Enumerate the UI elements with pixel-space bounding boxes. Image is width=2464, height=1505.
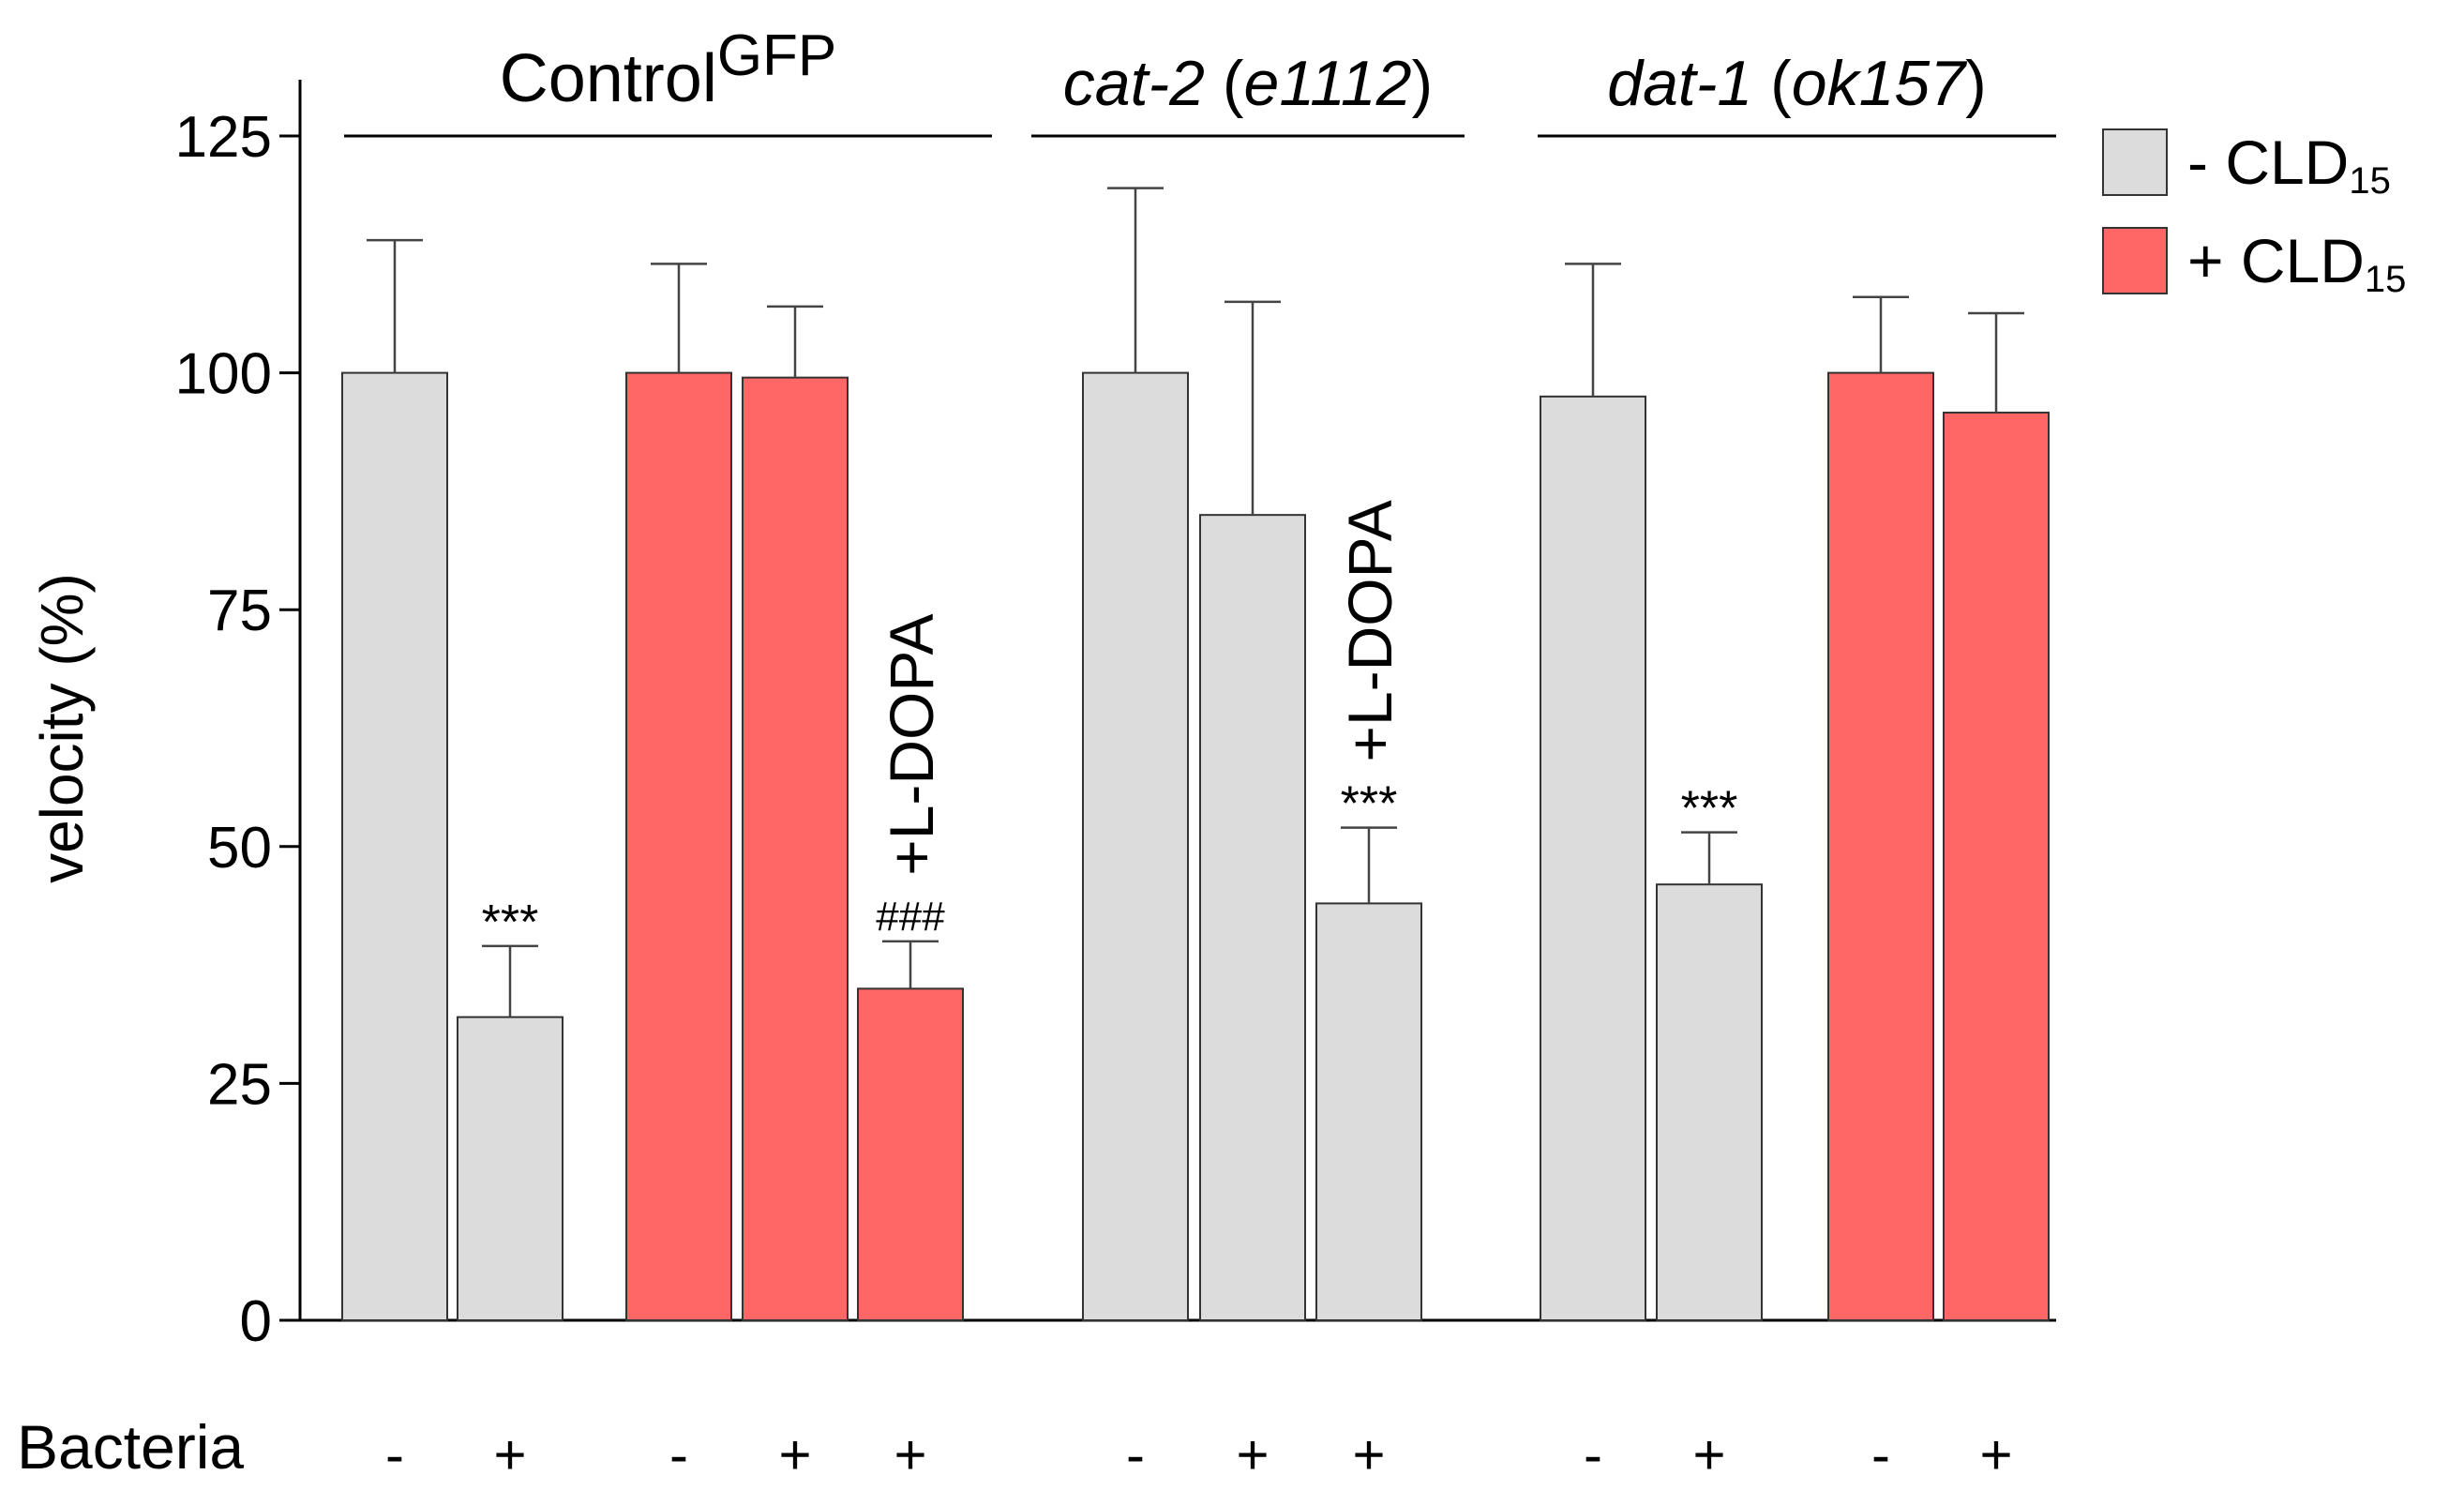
bacteria-sign: - xyxy=(1584,1423,1602,1486)
bar xyxy=(341,371,448,1322)
legend-label: + CLD15 xyxy=(2187,226,2406,300)
y-tick-label: 25 xyxy=(207,1052,272,1117)
y-tick-label: 0 xyxy=(240,1289,272,1354)
legend-swatch xyxy=(2102,227,2168,294)
y-axis-title: velocity (%) xyxy=(28,573,96,883)
bacteria-sign: - xyxy=(1871,1423,1890,1486)
bar xyxy=(457,1016,563,1321)
legend-label: - CLD15 xyxy=(2187,128,2391,202)
bar xyxy=(1199,514,1306,1321)
treatment-label: +L-DOPA xyxy=(877,613,946,875)
significance-label: *** xyxy=(1681,782,1738,836)
significance-label: *** xyxy=(482,895,539,950)
y-tick-label: 75 xyxy=(207,579,272,643)
y-tick-label: 125 xyxy=(175,105,272,170)
bacteria-sign: + xyxy=(1979,1423,2012,1486)
significance-label: ### xyxy=(876,894,945,940)
bacteria-sign: + xyxy=(1692,1423,1725,1486)
bar xyxy=(625,371,732,1322)
bacteria-sign: + xyxy=(493,1423,526,1486)
bacteria-row-label: Bacteria xyxy=(17,1412,244,1482)
group-title: cat-2 (e1112) xyxy=(1063,48,1433,119)
legend-swatch xyxy=(2102,128,2168,196)
significance-label: *** xyxy=(1341,777,1398,832)
bar xyxy=(1315,902,1422,1321)
bar xyxy=(1943,412,2050,1321)
y-tick-label: 50 xyxy=(207,816,272,880)
bar xyxy=(1656,883,1763,1321)
bar xyxy=(1540,395,1646,1321)
group-title: ControlGFP xyxy=(500,23,837,116)
bacteria-sign: - xyxy=(1126,1423,1145,1486)
treatment-label: +L-DOPA xyxy=(1335,500,1405,761)
bacteria-sign: + xyxy=(1352,1423,1385,1486)
bacteria-sign: - xyxy=(669,1423,688,1486)
y-tick-label: 100 xyxy=(175,342,272,407)
bar xyxy=(857,987,964,1321)
bacteria-sign: - xyxy=(385,1423,404,1486)
bacteria-sign: + xyxy=(1236,1423,1269,1486)
group-title: dat-1 (ok157) xyxy=(1607,48,1986,119)
bacteria-sign: + xyxy=(894,1423,926,1486)
bacteria-sign: + xyxy=(778,1423,811,1486)
bar xyxy=(1082,371,1189,1322)
bar xyxy=(1827,371,1934,1322)
bar xyxy=(742,376,849,1322)
